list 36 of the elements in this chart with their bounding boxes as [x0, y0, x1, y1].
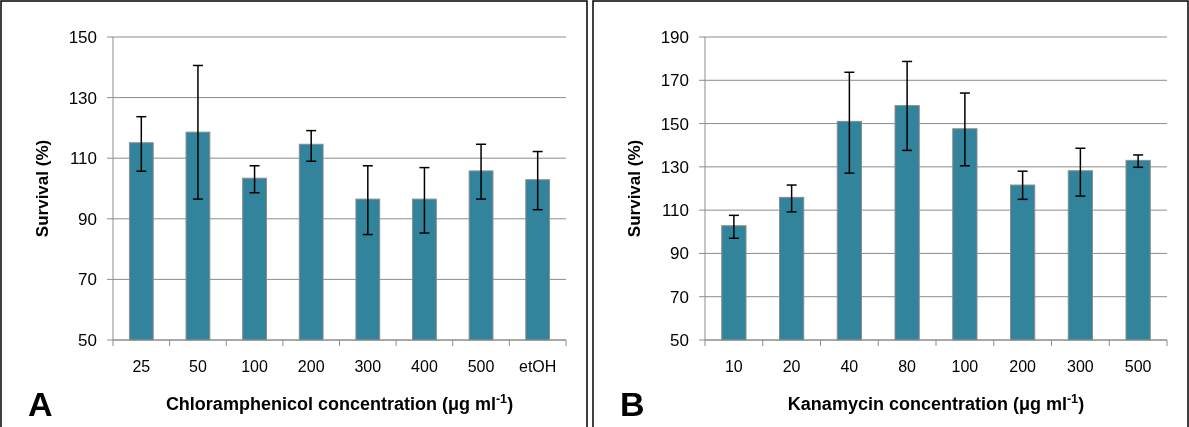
- y-tick-label: 190: [660, 27, 689, 47]
- y-tick-label: 70: [670, 287, 689, 307]
- x-tick-label: 400: [411, 358, 438, 375]
- x-tick-label: 50: [189, 358, 207, 375]
- y-tick-label: 50: [78, 330, 97, 350]
- x-tick-label: 100: [241, 358, 269, 375]
- y-axis-title: Survival (%): [625, 139, 644, 238]
- x-tick-label: 300: [354, 358, 382, 375]
- x-tick-label: etOH: [519, 358, 557, 375]
- y-tick-label: 70: [78, 270, 97, 290]
- x-tick-label: 25: [132, 358, 151, 375]
- y-axis-title: Survival (%): [33, 139, 52, 238]
- y-tick-label: 110: [69, 149, 97, 169]
- x-axis-title: Kanamycin concentration (μg ml$^{-1}$): [787, 392, 1085, 414]
- x-tick-label: 300: [1067, 358, 1094, 375]
- x-tick-label: 20: [782, 358, 801, 375]
- x-tick-label: 40: [840, 358, 859, 375]
- y-tick-label: 90: [78, 209, 97, 229]
- x-tick-label: 100: [951, 358, 979, 375]
- y-tick-label: 170: [660, 71, 689, 91]
- y-tick-label: 150: [660, 114, 689, 134]
- x-tick-label: 500: [1124, 358, 1152, 375]
- x-tick-label: 10: [724, 358, 743, 375]
- y-tick-label: 130: [68, 88, 97, 108]
- y-tick-label: 50: [670, 330, 689, 350]
- x-axis-title: Chloramphenicol concentration (μg ml$^{-1}$): [165, 392, 514, 414]
- y-tick-label: 90: [670, 244, 689, 264]
- y-tick-label: 110: [661, 201, 689, 221]
- x-tick-label: 200: [1009, 358, 1037, 375]
- x-tick-label: 500: [467, 358, 495, 375]
- x-tick-label: 80: [898, 358, 917, 375]
- x-tick-label: 200: [297, 358, 325, 375]
- text: B: [620, 385, 645, 423]
- y-tick-label: 130: [660, 157, 689, 177]
- text: A: [28, 385, 53, 423]
- y-tick-label: 150: [68, 27, 97, 47]
